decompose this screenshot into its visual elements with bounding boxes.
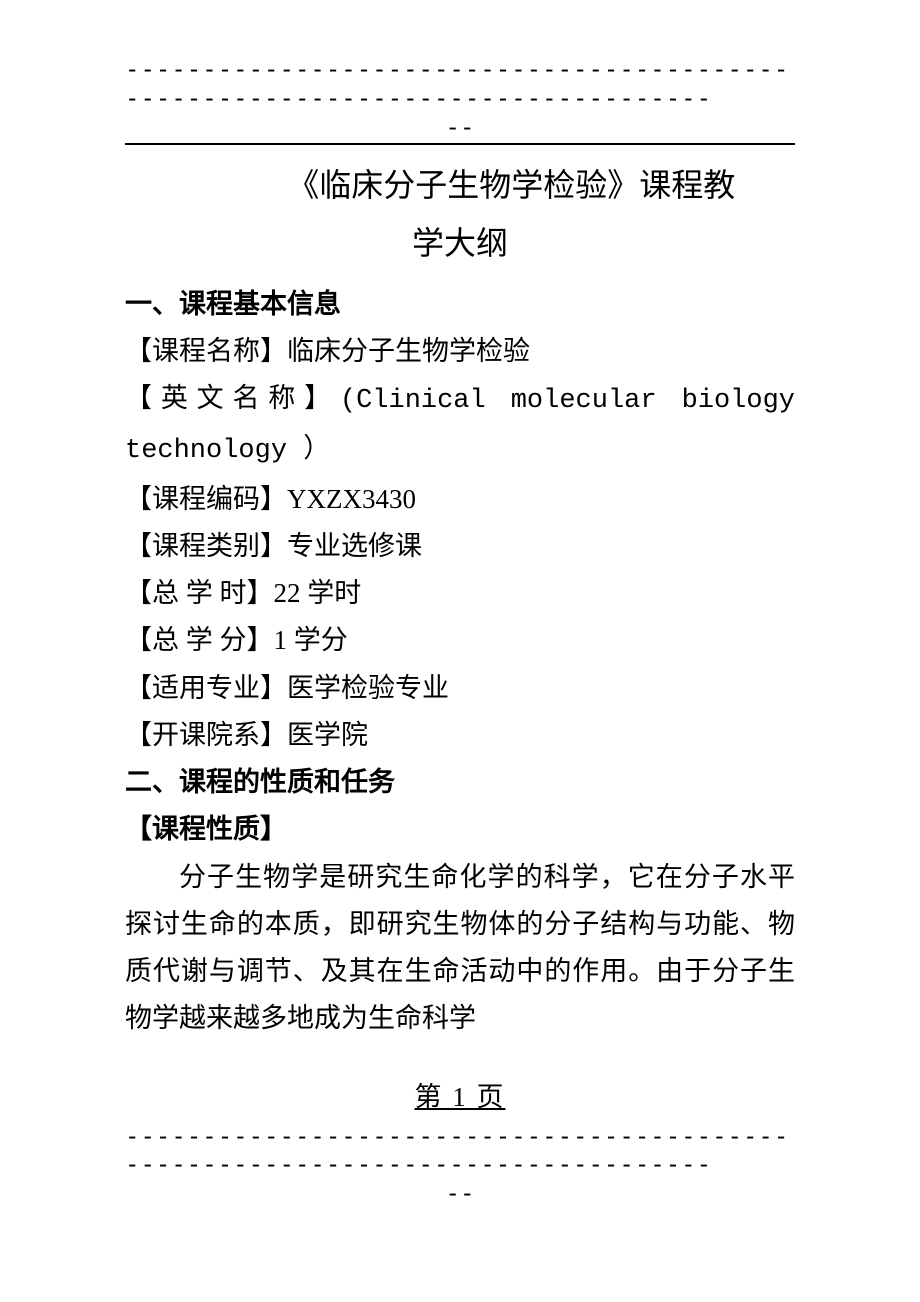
section1-heading: 一、课程基本信息 xyxy=(125,281,795,328)
course-nature-label: 【课程性质】 xyxy=(125,806,795,853)
horizontal-rule-top xyxy=(125,143,795,145)
department: 【开课院系】医学院 xyxy=(125,712,795,759)
course-name: 【课程名称】临床分子生物学检验 xyxy=(125,328,795,375)
document-title-line2: 学大纲 xyxy=(125,215,795,273)
body-paragraph: 分子生物学是研究生命化学的科学，它在分子水平探讨生命的本质，即研究生物体的分子结… xyxy=(125,854,795,1043)
top-divider-tail: -- xyxy=(125,113,795,142)
bottom-divider-line1: ----------------------------------------… xyxy=(125,1122,795,1180)
course-code: 【课程编码】YXZX3430 xyxy=(125,476,795,523)
bottom-divider-tail: -- xyxy=(125,1179,795,1208)
section2-heading: 二、课程的性质和任务 xyxy=(125,759,795,806)
top-divider-line1: ----------------------------------------… xyxy=(125,55,795,113)
english-name-line1: 【英文名称】(Clinical molecular biology xyxy=(125,375,795,425)
major: 【适用专业】医学检验专业 xyxy=(125,665,795,712)
document-title-line1: 《临床分子生物学检验》课程教 xyxy=(125,157,795,215)
course-type: 【课程类别】专业选修课 xyxy=(125,523,795,570)
total-credits: 【总 学 分】1 学分 xyxy=(125,617,795,664)
total-hours: 【总 学 时】22 学时 xyxy=(125,570,795,617)
document-page: ----------------------------------------… xyxy=(0,0,920,1238)
page-number: 第 1 页 xyxy=(125,1075,795,1114)
english-name-line2: technology ） xyxy=(125,425,795,475)
